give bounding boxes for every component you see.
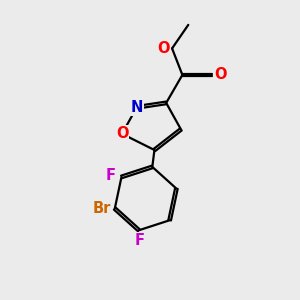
Text: F: F [105, 168, 115, 183]
Text: O: O [158, 41, 170, 56]
Text: F: F [134, 233, 144, 248]
Text: Br: Br [92, 201, 111, 216]
Text: N: N [130, 100, 143, 115]
Text: O: O [116, 126, 128, 141]
Text: O: O [214, 68, 226, 82]
